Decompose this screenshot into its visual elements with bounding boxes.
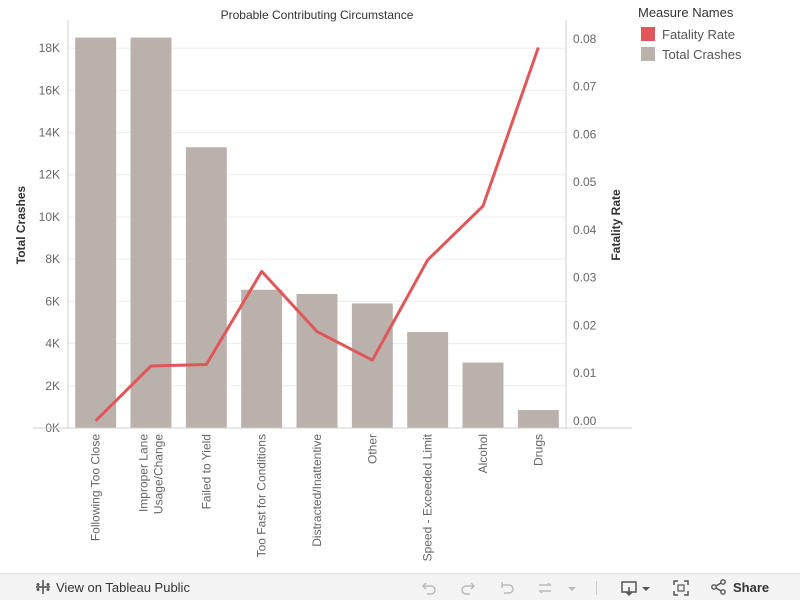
- refresh-menu-chevron-down-icon[interactable]: [563, 579, 581, 597]
- share-label: Share: [733, 579, 770, 595]
- y-axis-left-title: Total Crashes: [14, 185, 28, 264]
- download-menu-chevron-down-icon[interactable]: [637, 579, 655, 597]
- legend-item-fatality-rate[interactable]: Fatality Rate: [638, 24, 798, 44]
- y-left-tick-label: 4K: [45, 337, 60, 351]
- y-left-tick-label: 16K: [39, 83, 60, 97]
- line-series-fatality-rate: [94, 47, 540, 422]
- legend-label-fatality-rate: Fatality Rate: [662, 26, 735, 42]
- download-icon[interactable]: [620, 579, 638, 597]
- legend-swatch-fatality-rate: [641, 27, 655, 41]
- x-category-label: Usage/Change: [152, 434, 166, 514]
- x-category-label: Speed - Exceeded Limit: [421, 433, 435, 561]
- y-left-tick-label: 6K: [45, 294, 60, 308]
- y-left-tick-label: 10K: [39, 210, 60, 224]
- bar: [351, 303, 393, 428]
- view-on-tableau-public-button[interactable]: View on Tableau Public: [34, 578, 190, 596]
- y-right-tick-label: 0.08: [573, 32, 597, 46]
- y-right-tick-label: 0.01: [573, 366, 597, 380]
- x-category-label: Improper Lane: [137, 434, 151, 512]
- bar: [130, 37, 172, 428]
- axes: 0K2K4K6K8K10K12K14K16K18K0.000.010.020.0…: [33, 20, 632, 561]
- bar: [75, 37, 117, 428]
- bar-series-total-crashes: [75, 37, 559, 429]
- bar: [407, 331, 449, 428]
- combo-chart: Probable Contributing Circumstance 0K2K4…: [14, 8, 632, 561]
- redo-icon[interactable]: [459, 579, 477, 597]
- view-on-tableau-public-label: View on Tableau Public: [56, 579, 190, 595]
- legend-item-total-crashes[interactable]: Total Crashes: [638, 44, 798, 64]
- legend-title: Measure Names: [638, 5, 734, 20]
- y-axis-right-title: Fatality Rate: [609, 189, 623, 261]
- y-left-tick-label: 2K: [45, 379, 60, 393]
- y-right-tick-label: 0.05: [573, 175, 597, 189]
- y-right-tick-label: 0.03: [573, 271, 597, 285]
- bar: [517, 410, 559, 428]
- chart-title: Probable Contributing Circumstance: [221, 8, 414, 22]
- x-category-label: Too Fast for Conditions: [255, 434, 269, 557]
- bar: [462, 362, 504, 428]
- share-button[interactable]: Share: [710, 578, 769, 596]
- x-category-label: Other: [365, 434, 379, 464]
- y-right-tick-label: 0.00: [573, 414, 597, 428]
- y-left-tick-label: 8K: [45, 252, 60, 266]
- y-right-tick-label: 0.04: [573, 223, 597, 237]
- undo-icon[interactable]: [420, 579, 438, 597]
- revert-icon[interactable]: [498, 579, 516, 597]
- x-category-label: Following Too Close: [89, 434, 103, 541]
- legend: Measure Names Fatality Rate Total Crashe…: [638, 5, 798, 64]
- x-category-label: Distracted/Inattentive: [310, 434, 324, 547]
- x-category-label: Alcohol: [476, 434, 490, 473]
- toolbar-divider: [596, 581, 597, 595]
- tableau-toolbar: View on Tableau Public Share: [0, 573, 800, 600]
- y-left-tick-label: 12K: [39, 168, 60, 182]
- y-left-tick-label: 14K: [39, 126, 60, 140]
- y-right-tick-label: 0.06: [573, 127, 597, 141]
- y-right-tick-label: 0.02: [573, 318, 597, 332]
- fullscreen-icon[interactable]: [672, 579, 690, 597]
- x-category-label: Failed to Yield: [199, 434, 213, 509]
- fatality-rate-line: [94, 47, 540, 422]
- tableau-logo-icon: [36, 580, 50, 594]
- refresh-icon[interactable]: [536, 579, 554, 597]
- share-icon: [711, 579, 726, 595]
- legend-label-total-crashes: Total Crashes: [662, 46, 742, 62]
- y-left-tick-label: 18K: [39, 41, 60, 55]
- bar: [185, 147, 227, 429]
- legend-swatch-total-crashes: [641, 47, 655, 61]
- x-category-label: Drugs: [531, 434, 545, 466]
- y-right-tick-label: 0.07: [573, 80, 597, 94]
- bar: [241, 289, 283, 428]
